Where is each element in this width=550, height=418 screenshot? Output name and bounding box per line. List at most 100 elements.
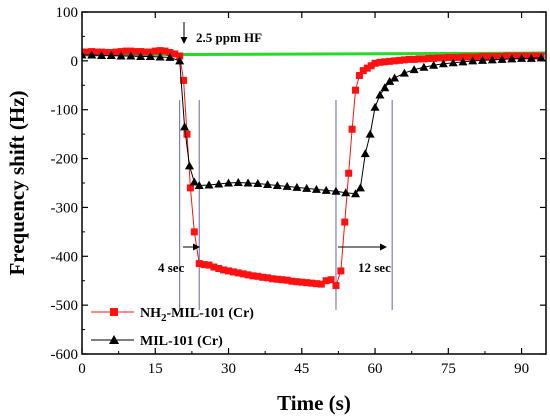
data-point — [156, 47, 164, 55]
data-point — [224, 178, 234, 187]
data-point — [317, 280, 325, 288]
response-arrow-head — [193, 243, 200, 251]
data-point — [385, 76, 395, 85]
data-point — [155, 52, 165, 61]
x-tick-label: 60 — [368, 361, 383, 377]
data-point — [341, 188, 351, 197]
data-point — [380, 83, 390, 92]
data-point — [360, 149, 370, 158]
data-point — [204, 180, 214, 189]
y-tick-label: 100 — [56, 5, 79, 21]
data-point — [395, 56, 403, 64]
data-point — [122, 47, 130, 55]
data-point — [171, 50, 179, 58]
data-point — [321, 185, 331, 194]
x-axis-ticks: 0 15 30 45 60 75 90 — [78, 12, 529, 377]
data-point — [308, 279, 316, 287]
data-point — [352, 86, 360, 94]
data-point — [371, 59, 379, 67]
data-point — [311, 184, 321, 193]
data-point — [365, 129, 375, 138]
data-point — [184, 161, 194, 170]
data-point — [517, 53, 527, 62]
data-point — [288, 277, 296, 285]
data-point — [102, 49, 110, 57]
data-point — [487, 55, 497, 64]
data-point — [483, 52, 491, 60]
data-point — [386, 57, 394, 65]
y-axis-ticks: -600 -500 -400 -300 -200 -100 0 100 — [51, 5, 546, 363]
data-point — [351, 189, 361, 198]
legend-marker-nh2 — [110, 308, 118, 316]
data-point — [259, 273, 267, 281]
y-tick-label: -600 — [51, 347, 79, 363]
data-point — [292, 182, 302, 191]
data-point — [390, 73, 400, 82]
data-point — [137, 48, 145, 56]
data-point — [176, 52, 184, 60]
data-point — [244, 271, 252, 279]
recovery-arrow-head — [380, 243, 387, 251]
data-point — [233, 178, 243, 187]
series-line — [82, 54, 542, 195]
data-point — [327, 276, 335, 284]
data-point — [419, 62, 429, 71]
data-point — [448, 58, 458, 67]
data-point — [253, 178, 263, 187]
legend: NH2-MIL-101 (Cr) MIL-101 (Cr) — [91, 306, 254, 349]
data-point — [359, 67, 367, 75]
data-point — [273, 275, 281, 283]
x-tick-label: 30 — [221, 361, 236, 377]
data-point — [225, 267, 233, 275]
data-point — [355, 72, 363, 80]
data-point — [341, 218, 349, 226]
data-point — [536, 53, 546, 62]
data-point — [145, 51, 155, 60]
data-point — [239, 270, 247, 278]
data-point — [126, 51, 136, 60]
data-point — [97, 50, 107, 59]
data-point — [478, 55, 488, 64]
data-point — [283, 276, 291, 284]
data-point — [348, 125, 356, 133]
data-point — [367, 62, 375, 70]
data-point — [200, 261, 208, 269]
series-mil-101 — [82, 50, 546, 198]
series-line — [82, 50, 542, 287]
data-point — [438, 59, 448, 68]
y-tick-label: -100 — [51, 103, 79, 119]
data-point — [526, 53, 536, 62]
y-tick-label: -300 — [51, 200, 79, 216]
data-point — [161, 47, 169, 55]
data-point — [468, 56, 478, 65]
data-point — [180, 122, 190, 131]
legend-label-mil: MIL-101 (Cr) — [140, 334, 223, 349]
series-layer — [82, 47, 546, 290]
data-point — [532, 52, 540, 60]
data-point — [430, 54, 438, 62]
data-point — [293, 278, 301, 286]
data-point — [166, 49, 174, 57]
y-tick-label: 0 — [71, 54, 79, 70]
data-point — [214, 179, 224, 188]
data-point — [254, 272, 262, 280]
data-point — [229, 268, 237, 276]
data-point — [165, 52, 175, 61]
data-point — [381, 58, 389, 66]
data-point — [268, 275, 276, 283]
hf-arrow-head — [180, 37, 188, 44]
data-point — [376, 58, 384, 66]
data-point — [425, 54, 433, 62]
data-point — [454, 53, 462, 61]
y-tick-label: -400 — [51, 249, 79, 265]
x-tick-label: 45 — [294, 361, 309, 377]
data-point — [409, 65, 419, 74]
data-point — [175, 56, 185, 65]
data-point — [497, 54, 507, 63]
data-point — [464, 53, 472, 61]
recovery-time-label: 12 sec — [358, 260, 391, 275]
data-point — [444, 53, 452, 61]
x-tick-label: 15 — [148, 361, 163, 377]
data-point — [220, 266, 228, 274]
series-nh2-mil-101 — [82, 47, 545, 290]
